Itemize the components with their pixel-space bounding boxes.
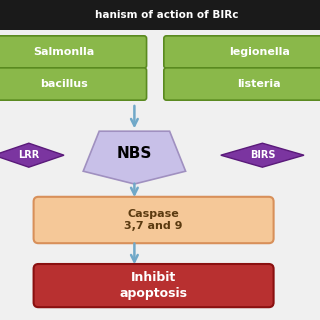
Text: legionella: legionella bbox=[229, 47, 290, 57]
Text: NBS: NBS bbox=[117, 146, 152, 161]
FancyBboxPatch shape bbox=[164, 68, 320, 100]
Polygon shape bbox=[0, 143, 64, 167]
Text: Salmonlla: Salmonlla bbox=[33, 47, 95, 57]
Text: LRR: LRR bbox=[18, 150, 39, 160]
Text: Caspase
3,7 and 9: Caspase 3,7 and 9 bbox=[124, 209, 183, 231]
FancyBboxPatch shape bbox=[34, 197, 274, 243]
Text: bacillus: bacillus bbox=[40, 79, 88, 89]
Polygon shape bbox=[221, 143, 304, 167]
Text: BIRS: BIRS bbox=[250, 150, 275, 160]
FancyBboxPatch shape bbox=[0, 68, 147, 100]
Polygon shape bbox=[83, 131, 186, 184]
Text: listeria: listeria bbox=[237, 79, 281, 89]
Text: hanism of action of BIRc: hanism of action of BIRc bbox=[95, 10, 238, 20]
FancyBboxPatch shape bbox=[0, 0, 320, 30]
FancyBboxPatch shape bbox=[0, 36, 147, 68]
FancyBboxPatch shape bbox=[34, 264, 274, 307]
Text: Inhibit
apoptosis: Inhibit apoptosis bbox=[120, 271, 188, 300]
FancyBboxPatch shape bbox=[164, 36, 320, 68]
